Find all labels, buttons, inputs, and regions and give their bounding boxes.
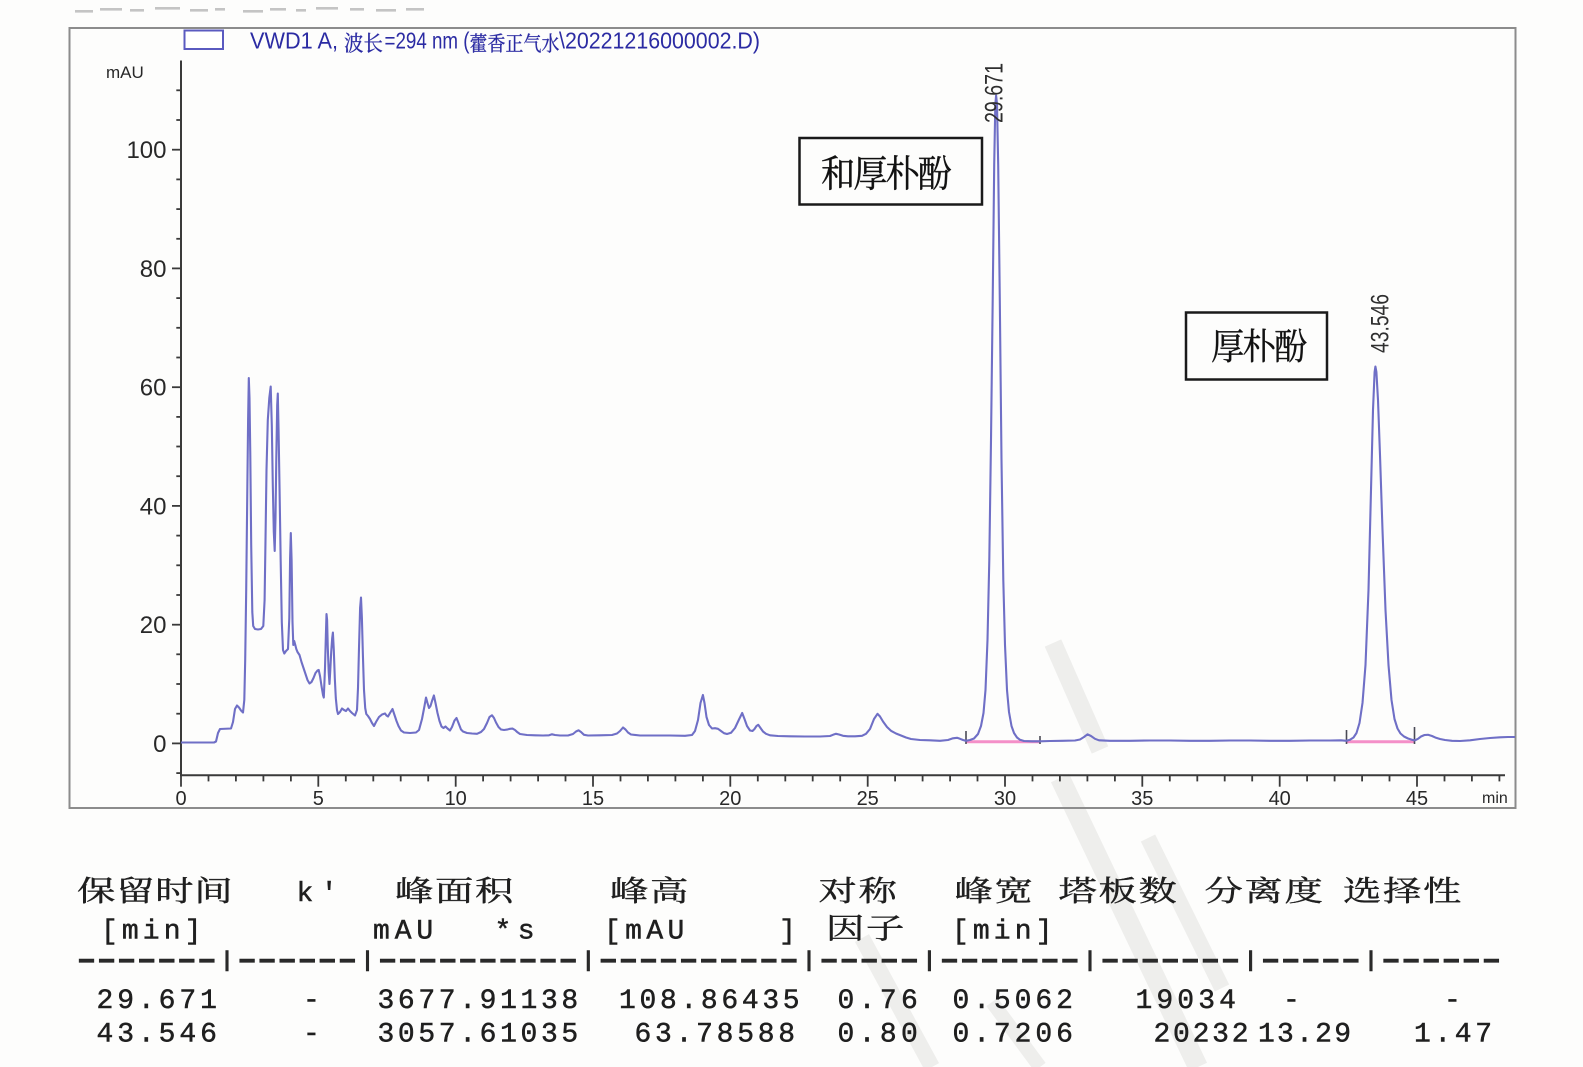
svg-text:63.78588: 63.78588 <box>635 1020 796 1051</box>
svg-text:0.80: 0.80 <box>838 1020 918 1051</box>
svg-text:20232: 20232 <box>1154 1020 1249 1051</box>
svg-text:29.671: 29.671 <box>981 63 1009 123</box>
svg-text:0: 0 <box>175 788 186 810</box>
svg-text:mAU: mAU <box>373 917 433 948</box>
svg-text:100: 100 <box>126 137 166 164</box>
svg-text:30: 30 <box>994 788 1016 810</box>
svg-text:3057.61035: 3057.61035 <box>378 1020 579 1051</box>
svg-text:20: 20 <box>719 788 741 810</box>
svg-text:0.76: 0.76 <box>838 986 918 1017</box>
svg-text:5: 5 <box>313 788 324 810</box>
svg-text:=294 nm (: =294 nm ( <box>385 28 470 54</box>
svg-text:[min]: [min] <box>101 917 201 948</box>
svg-text:k': k' <box>297 879 338 910</box>
svg-text:-: - <box>1283 986 1300 1017</box>
svg-text:[min]: [min] <box>952 917 1052 948</box>
svg-text:min: min <box>1482 790 1508 807</box>
svg-text:45: 45 <box>1406 788 1428 810</box>
svg-text:40: 40 <box>1269 788 1291 810</box>
svg-text:[mAU: [mAU <box>604 917 684 948</box>
svg-text:-: - <box>1444 986 1461 1017</box>
svg-text:43.546: 43.546 <box>97 1020 217 1051</box>
svg-text:0.5062: 0.5062 <box>953 986 1073 1017</box>
svg-text:1.47: 1.47 <box>1414 1020 1492 1051</box>
svg-text:40: 40 <box>140 493 167 520</box>
svg-text:3677.91138: 3677.91138 <box>378 986 579 1017</box>
svg-text:13.29: 13.29 <box>1258 1020 1351 1051</box>
svg-text:]: ] <box>779 917 796 948</box>
svg-text:10: 10 <box>445 788 467 810</box>
svg-text:25: 25 <box>857 788 879 810</box>
svg-text:108.86435: 108.86435 <box>619 986 800 1017</box>
svg-text:-: - <box>303 1020 320 1051</box>
svg-text:80: 80 <box>140 256 167 283</box>
svg-text:-: - <box>303 986 320 1017</box>
svg-text:0: 0 <box>153 731 166 758</box>
svg-text:43.546: 43.546 <box>1367 294 1395 353</box>
svg-text:20: 20 <box>140 612 167 639</box>
svg-text:19034: 19034 <box>1136 986 1236 1017</box>
svg-text:*s: *s <box>495 917 535 948</box>
svg-text:mAU: mAU <box>106 63 144 82</box>
svg-text:35: 35 <box>1131 788 1153 810</box>
svg-text:VWD1 A,: VWD1 A, <box>250 28 338 54</box>
svg-text:15: 15 <box>582 788 604 810</box>
svg-text:29.671: 29.671 <box>97 986 217 1017</box>
svg-text:\20221216000002.D): \20221216000002.D) <box>559 28 760 54</box>
svg-text:60: 60 <box>140 375 167 402</box>
